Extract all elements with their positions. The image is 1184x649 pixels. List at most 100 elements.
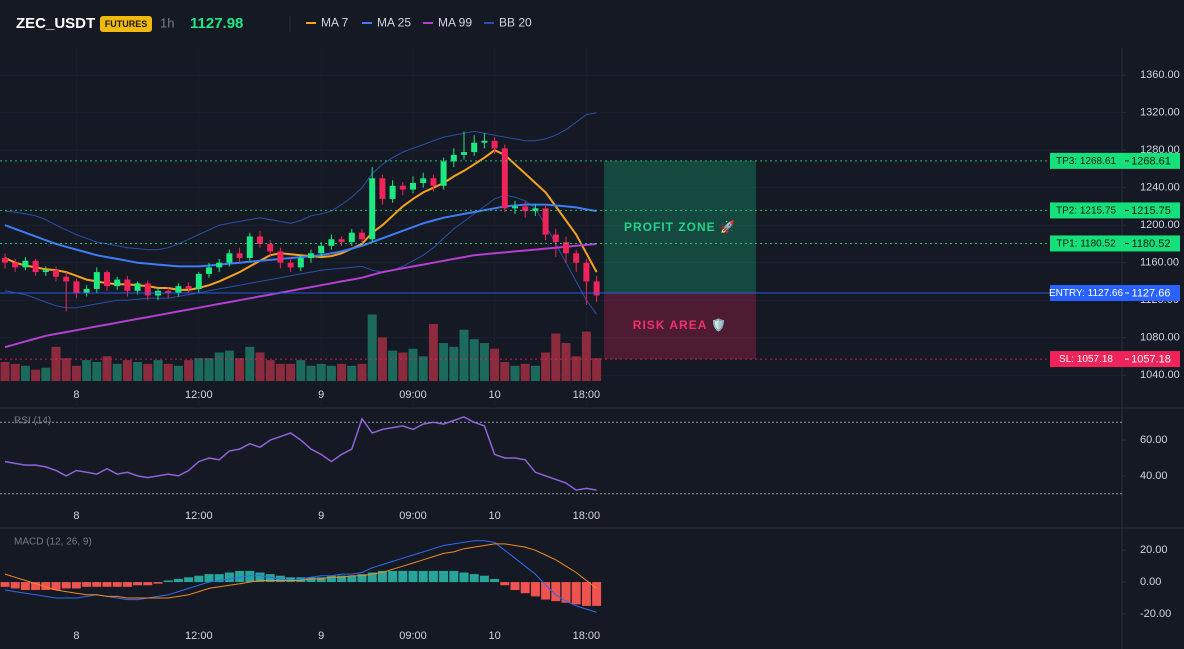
rsi-line xyxy=(4,416,597,491)
level-label: TP2: 1215.75 xyxy=(1056,206,1116,217)
rsi-title: RSI (14) xyxy=(14,416,51,427)
volume-bar xyxy=(469,339,479,381)
candle-body xyxy=(410,183,416,190)
y-tick-label: 1080.00 xyxy=(1140,332,1180,344)
volume-bar xyxy=(398,352,408,381)
volume-bar xyxy=(61,358,71,381)
volume-bar xyxy=(367,314,377,381)
y-tick-label: 40.00 xyxy=(1140,470,1168,482)
price-label-bg xyxy=(1123,351,1180,368)
volume-bar xyxy=(224,350,234,381)
x-tick-label: 9 xyxy=(318,510,324,522)
x-tick-label: 09:00 xyxy=(399,389,427,401)
macd-histogram xyxy=(41,582,51,591)
macd-histogram xyxy=(143,582,153,586)
macd-histogram xyxy=(82,582,92,587)
x-tick-label: 8 xyxy=(73,510,79,522)
macd-histogram xyxy=(214,574,224,583)
macd-histogram xyxy=(388,570,398,583)
candle-body xyxy=(573,253,580,263)
volume-bar xyxy=(255,352,265,381)
macd-histogram xyxy=(520,582,530,594)
badge: FUTURES xyxy=(105,19,148,29)
candle-body xyxy=(359,232,365,240)
price-label-bg xyxy=(1123,202,1180,219)
macd-histogram xyxy=(459,572,469,583)
candle-body xyxy=(2,258,8,263)
macd-histogram xyxy=(398,570,408,583)
y-tick-label: 1360.00 xyxy=(1140,69,1180,81)
volume-bar xyxy=(479,343,489,381)
volume-bar xyxy=(377,337,387,381)
macd-histogram xyxy=(296,577,306,583)
macd-histogram xyxy=(377,570,387,583)
level-label-bg xyxy=(1050,152,1123,169)
x-tick-label: 12:00 xyxy=(185,510,213,522)
candle-body xyxy=(257,236,263,244)
zone-label: PROFIT ZONE 🚀 xyxy=(624,220,736,234)
macd-histogram xyxy=(439,570,449,583)
volume-bar xyxy=(0,362,10,381)
price-label-bg xyxy=(1123,285,1180,302)
legend-label: MA 7 xyxy=(321,16,349,30)
macd-histogram xyxy=(153,582,163,584)
macd-histogram xyxy=(490,578,500,583)
candle-body xyxy=(369,178,376,240)
volume-bar xyxy=(439,343,449,381)
candle-body xyxy=(22,260,29,268)
volume-bar xyxy=(41,367,51,381)
macd-histogram xyxy=(581,582,591,606)
x-tick-label: 18:00 xyxy=(573,630,601,642)
macd-histogram xyxy=(265,574,275,583)
volume-bar xyxy=(326,365,336,381)
volume-bar xyxy=(581,331,591,381)
level-label-bg xyxy=(1050,285,1123,302)
legend-label: MA 99 xyxy=(438,16,472,30)
macd-histogram xyxy=(571,582,581,605)
macd-histogram xyxy=(245,570,255,583)
zone xyxy=(604,160,756,294)
macd-histogram xyxy=(357,574,367,583)
candle-body xyxy=(114,279,121,287)
candle-body xyxy=(338,239,345,243)
volume-bar xyxy=(82,360,92,381)
candle-body xyxy=(512,206,518,209)
price-label: 1127.66 xyxy=(1132,287,1171,299)
volume-bar xyxy=(510,365,520,381)
zone-label: RISK AREA 🛡️ xyxy=(633,318,727,332)
y-tick-label: 1040.00 xyxy=(1140,369,1180,381)
volume-bar xyxy=(265,360,275,381)
macd-histogram xyxy=(286,577,296,583)
x-tick-label: 10 xyxy=(488,630,500,642)
macd-title: MACD (12, 26, 9) xyxy=(14,537,92,548)
candle-body xyxy=(328,239,335,246)
candle-body xyxy=(267,243,274,252)
volume-bar xyxy=(143,363,153,381)
candle-body xyxy=(461,152,467,155)
volume-bar xyxy=(541,352,551,381)
macd-histogram xyxy=(530,582,540,597)
candle-body xyxy=(206,267,212,274)
macd-histogram xyxy=(561,582,571,603)
price-label: 1180.52 xyxy=(1132,238,1171,250)
x-tick-label: 09:00 xyxy=(399,510,427,522)
candle-body xyxy=(481,140,488,143)
macd-histogram xyxy=(347,575,357,583)
price-label: 1268.61 xyxy=(1131,155,1171,167)
candle-body xyxy=(83,288,90,293)
volume-bar xyxy=(10,363,20,381)
y-tick-label: 1160.00 xyxy=(1140,257,1179,269)
y-tick-label: 1200.00 xyxy=(1140,219,1180,231)
candle-body xyxy=(501,148,508,209)
last-price: 1127.98 xyxy=(190,15,243,32)
macd-histogram xyxy=(163,580,173,583)
volume-bar xyxy=(122,360,132,381)
candle-body xyxy=(134,283,141,291)
volume-bar xyxy=(286,363,296,381)
volume-bar xyxy=(92,362,102,381)
candle-body xyxy=(246,236,253,258)
symbol: ZEC_USDT xyxy=(16,15,95,32)
volume-bar xyxy=(184,360,194,381)
interval: 1h xyxy=(160,15,174,30)
volume-bar xyxy=(153,360,163,381)
